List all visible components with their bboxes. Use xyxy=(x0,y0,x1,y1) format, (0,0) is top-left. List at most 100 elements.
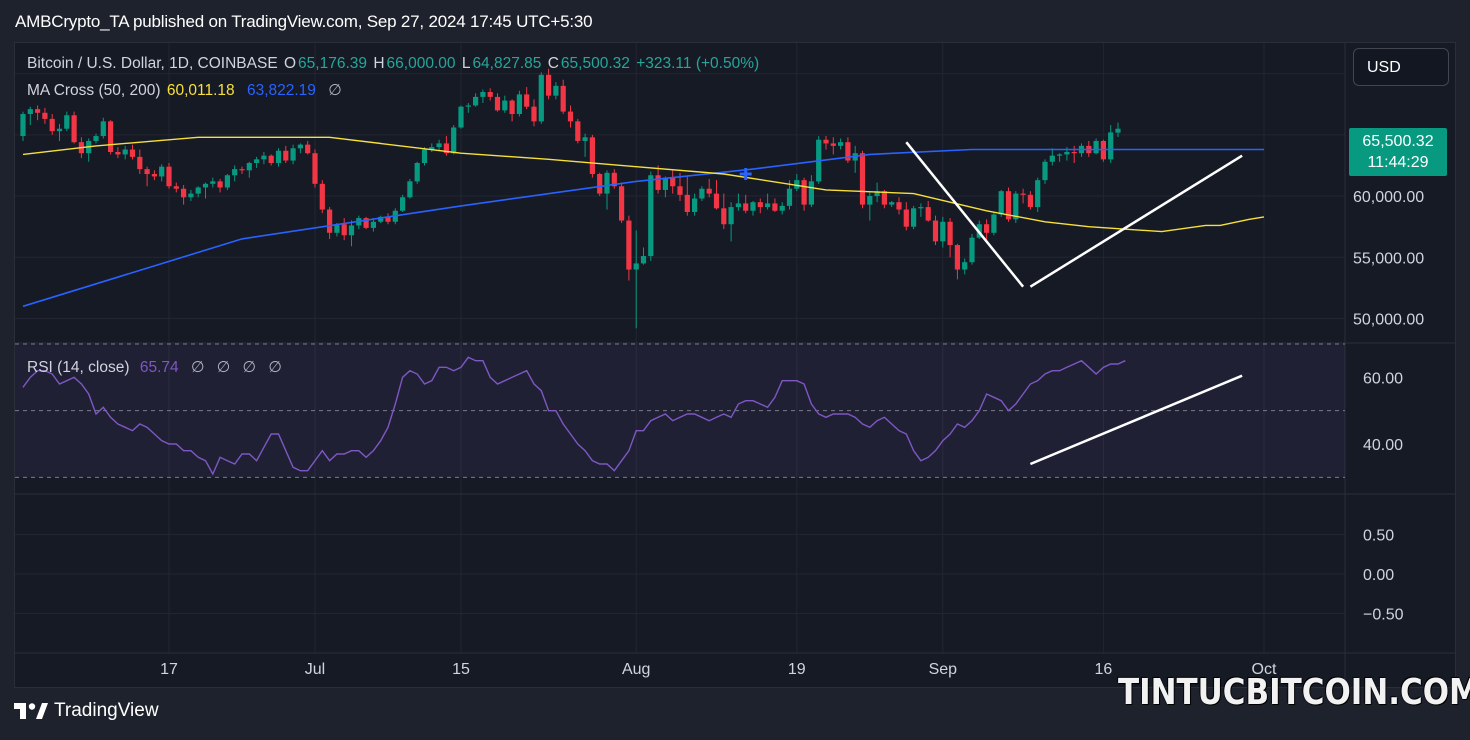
candle-body xyxy=(699,188,705,199)
rsi-legend[interactable]: RSI (14, close) 65.74 ∅ ∅ ∅ ∅ xyxy=(27,358,288,377)
date-tick-label: Jul xyxy=(305,661,325,678)
chart-frame[interactable]: 50,000.0055,000.0060,000.0070,000.0040.0… xyxy=(14,42,1456,688)
candle-body xyxy=(567,111,574,122)
candle-body xyxy=(947,221,953,246)
candle-body xyxy=(429,147,435,150)
ma200-line xyxy=(22,148,1264,308)
date-tick-label: 16 xyxy=(1095,661,1113,678)
tradingview-logo[interactable]: TradingView xyxy=(14,700,159,722)
candle-body xyxy=(451,127,457,154)
candle-body xyxy=(589,137,595,175)
candle-body xyxy=(27,109,33,115)
candle-body xyxy=(925,207,931,221)
candle-body xyxy=(801,180,807,205)
candle-body xyxy=(210,181,216,184)
candle-body xyxy=(911,208,917,227)
candle-body xyxy=(275,150,282,163)
last-price: 65,500.32 xyxy=(1362,133,1434,150)
candle-body xyxy=(494,96,501,111)
candle-body xyxy=(436,143,442,148)
date-tick-label: 19 xyxy=(788,661,806,678)
candle-body xyxy=(487,91,493,97)
candle-body xyxy=(327,209,333,233)
candle-body xyxy=(1049,155,1055,162)
candle-body xyxy=(575,121,581,141)
tradingview-logo-icon xyxy=(14,703,48,719)
chart-canvas[interactable]: 50,000.0055,000.0060,000.0070,000.0040.0… xyxy=(15,43,1456,688)
candle-body xyxy=(903,209,909,227)
candle-body xyxy=(1013,193,1019,220)
ma-legend[interactable]: MA Cross (50, 200) 60,011.18 63,822.19 ∅ xyxy=(27,81,344,100)
rsi-line xyxy=(22,356,1126,476)
watermark: TINTUCBITCOIN.COM xyxy=(1118,672,1470,713)
candle-body xyxy=(662,177,668,190)
candle-body xyxy=(779,205,785,211)
candle-body xyxy=(765,203,771,208)
candle-body xyxy=(283,150,289,161)
candle-body xyxy=(122,149,128,155)
symbol-name[interactable]: Bitcoin / U.S. Dollar, 1D, COINBASE xyxy=(27,55,278,72)
rsi-trend-line xyxy=(1029,374,1243,466)
candle-body xyxy=(71,115,77,143)
candle-body xyxy=(137,156,143,170)
candle-body xyxy=(706,188,712,194)
candle-body xyxy=(560,85,566,112)
candle-body xyxy=(100,121,106,137)
trend-line-up xyxy=(1029,154,1243,288)
candle-body xyxy=(93,136,99,141)
candle-body xyxy=(772,203,778,211)
candle-body xyxy=(728,207,734,225)
candle-body xyxy=(838,142,844,146)
candle-body xyxy=(49,118,55,132)
currency-button[interactable]: USD xyxy=(1353,48,1449,86)
candle-body xyxy=(166,166,172,187)
price-tick-label: 50,000.00 xyxy=(1353,312,1424,329)
candle-body xyxy=(290,148,296,161)
high-value: 66,000.00 xyxy=(386,55,456,72)
candle-body xyxy=(56,128,63,132)
candle-body xyxy=(407,181,413,198)
candle-body xyxy=(458,106,464,128)
candle-body xyxy=(757,202,763,208)
candle-body xyxy=(319,183,325,210)
candle-body xyxy=(1093,140,1099,154)
candle-body xyxy=(480,91,486,97)
candle-body xyxy=(1115,128,1121,133)
candle-body xyxy=(611,172,617,187)
rsi-extra: ∅ ∅ ∅ ∅ xyxy=(190,359,286,376)
low-label: L xyxy=(461,55,471,72)
bar-countdown: 11:44:29 xyxy=(1367,154,1429,171)
candle-body xyxy=(370,221,376,228)
candle-body xyxy=(144,169,150,175)
ma-extra: ∅ xyxy=(328,82,342,99)
candle-body xyxy=(874,191,880,197)
candle-body xyxy=(604,172,610,194)
low-value: 64,827.85 xyxy=(472,55,542,72)
ma-name: MA Cross (50, 200) xyxy=(27,82,161,99)
publish-header: AMBCrypto_TA published on TradingView.co… xyxy=(0,0,1470,42)
candle-body xyxy=(509,100,515,115)
candle-body xyxy=(115,151,121,155)
candle-body xyxy=(962,262,968,270)
candle-body xyxy=(735,203,741,208)
osc-tick-label: 0.00 xyxy=(1363,567,1394,584)
candle-body xyxy=(1005,191,1012,220)
candle-body xyxy=(348,225,355,236)
candle-body xyxy=(648,175,654,257)
candle-body xyxy=(626,220,632,270)
candle-body xyxy=(64,115,70,129)
candle-body xyxy=(129,149,136,157)
candle-body xyxy=(750,202,756,211)
ma-cross-marker xyxy=(739,168,752,181)
candle-body xyxy=(151,174,157,177)
candles xyxy=(20,68,1121,329)
candle-body xyxy=(378,216,384,222)
candle-body xyxy=(633,263,639,270)
candle-body xyxy=(859,153,866,205)
candle-body xyxy=(1035,180,1041,208)
candle-body xyxy=(334,224,340,233)
price-tick-label: 60,000.00 xyxy=(1353,189,1424,206)
candle-body xyxy=(896,202,902,210)
candle-body xyxy=(998,191,1004,215)
open-value: 65,176.39 xyxy=(298,55,368,72)
